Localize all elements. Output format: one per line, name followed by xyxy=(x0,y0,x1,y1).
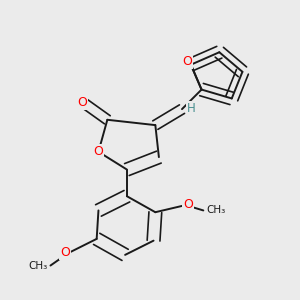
Text: O: O xyxy=(77,95,87,109)
Text: O: O xyxy=(61,245,70,259)
Text: CH₃: CH₃ xyxy=(28,260,48,271)
Text: CH₃: CH₃ xyxy=(206,206,225,215)
Text: O: O xyxy=(182,55,192,68)
Text: H: H xyxy=(187,102,195,115)
Text: O: O xyxy=(184,197,193,211)
Text: O: O xyxy=(94,145,103,158)
